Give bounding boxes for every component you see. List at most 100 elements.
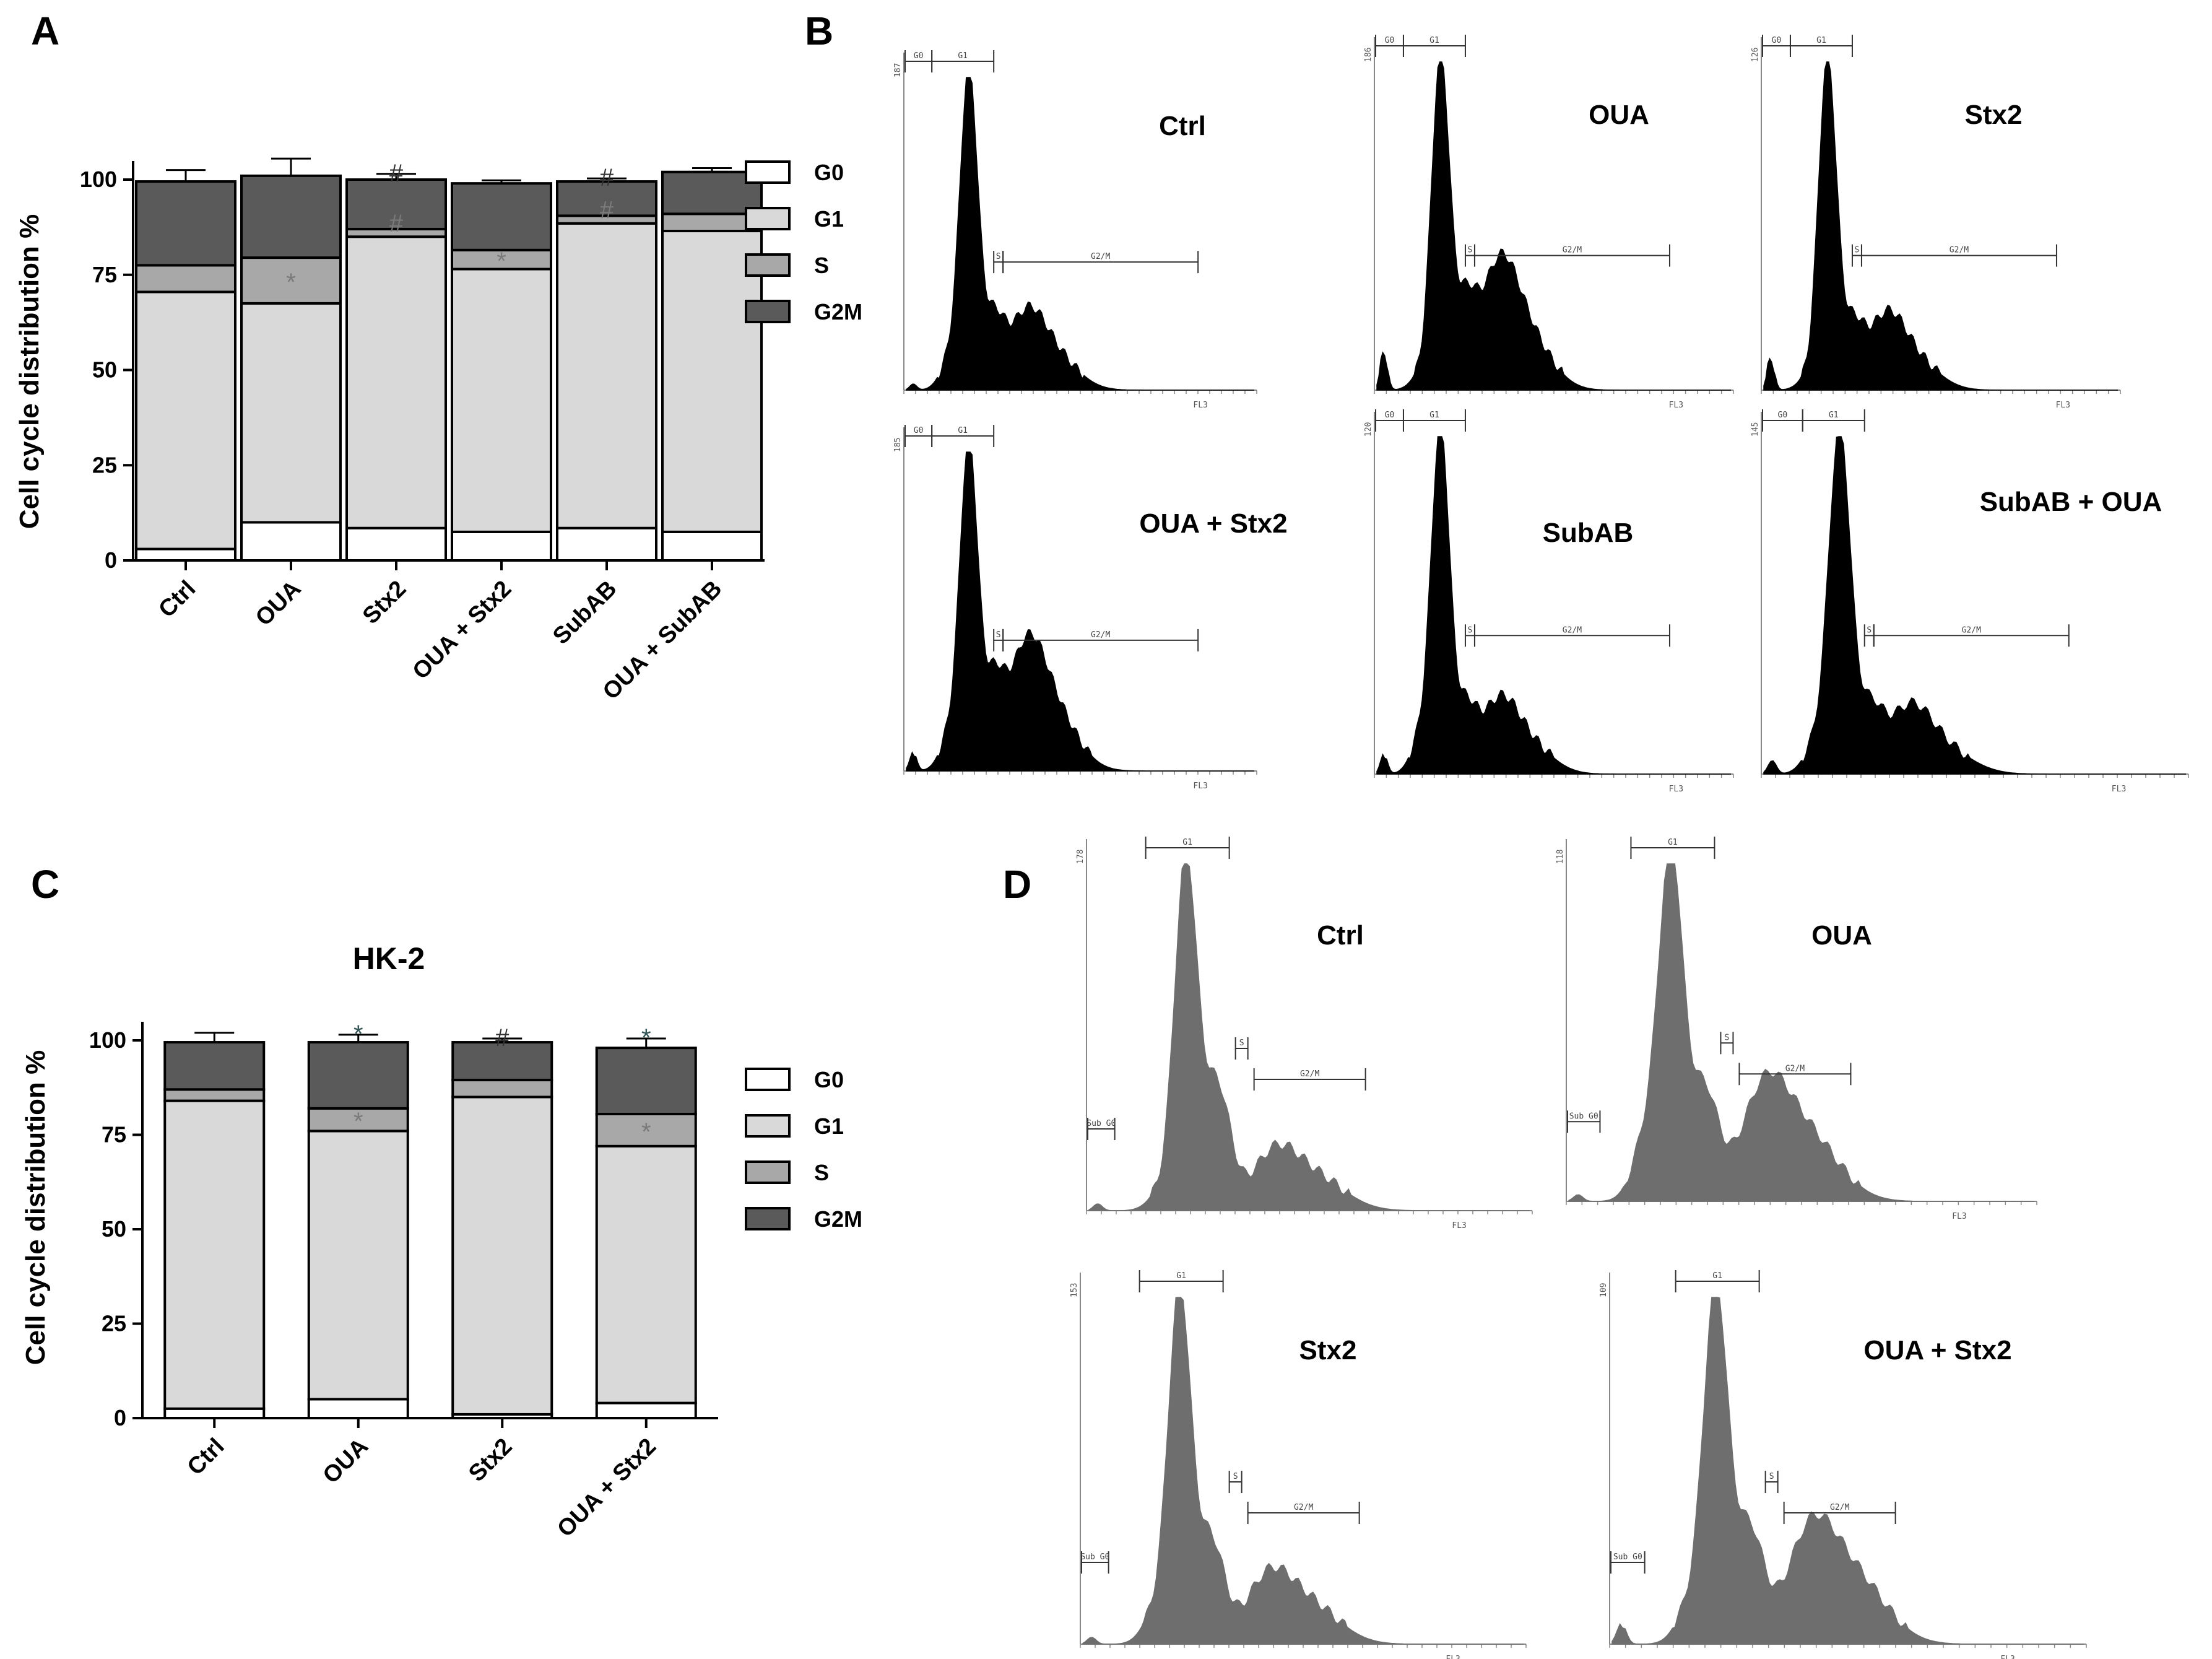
legend-swatch-g1 xyxy=(745,1114,791,1138)
significance-mark: * xyxy=(641,1024,651,1052)
gate-label: Sub G0 xyxy=(1569,1112,1598,1121)
legend-label-g0: G0 xyxy=(814,160,844,185)
gate-label: S xyxy=(1867,625,1872,635)
category-label: SubAB xyxy=(548,576,622,650)
panel-b-histogram-3: 185 FL3 G0 G1 S G2/M OUA + Stx2 xyxy=(893,425,1288,791)
bar-segment-g0 xyxy=(661,530,763,562)
hist-sample-label: OUA xyxy=(1589,100,1649,130)
gate-label: S xyxy=(1769,1472,1774,1481)
hist-curve xyxy=(906,451,1254,772)
y-tick-label: 50 xyxy=(102,1216,126,1242)
y-tick-label: 100 xyxy=(89,1027,126,1053)
panel-c-y-ticks: 0 25 50 75 100 xyxy=(89,1027,142,1430)
bar-segment-g2m xyxy=(135,180,236,267)
bar-segment-s xyxy=(451,1079,553,1099)
panel-d-histogram-2: 153 FL3 Sub G0 G1 S G2/M Stx2 xyxy=(1070,1270,1527,1659)
bar-segment-g1 xyxy=(595,1144,697,1404)
gate-label: G1 xyxy=(958,426,968,435)
panel-b-histogram-5: 145 FL3 G0 G1 S G2/M SubAB + OUA xyxy=(1751,409,2189,794)
significance-mark: # xyxy=(389,210,404,237)
gate-label: S xyxy=(1239,1039,1244,1048)
gate-label: S xyxy=(1468,246,1473,255)
gate-label: G1 xyxy=(1429,411,1439,420)
hist-curve xyxy=(906,77,1254,391)
hist-ymax-label: 186 xyxy=(1364,48,1373,62)
gate-label: S xyxy=(1725,1033,1730,1042)
hist-curve xyxy=(1376,436,1731,775)
gate-label: G0 xyxy=(914,426,924,435)
bar-segment-g1 xyxy=(556,222,657,529)
hist-sample-label: SubAB + OUA xyxy=(1980,487,2162,517)
panel-d-histogram-1: 118 FL3 Sub G0 G1 S G2/M OUA xyxy=(1556,837,2037,1221)
bar-segment-g2m xyxy=(240,174,342,259)
significance-mark: # xyxy=(600,164,614,191)
hist-curve xyxy=(1088,863,1530,1211)
gate-label: S xyxy=(1468,625,1473,635)
hist-ymax-label: 120 xyxy=(1364,422,1373,437)
hist-sample-label: Stx2 xyxy=(1299,1335,1357,1365)
y-tick-label: 0 xyxy=(114,1405,126,1430)
legend-swatch-s xyxy=(745,1160,791,1184)
hist-sample-label: OUA + Stx2 xyxy=(1863,1335,2011,1365)
legend-label-g1: G1 xyxy=(814,206,844,232)
panel-d-histograms: 178 FL3 Sub G0 G1 S G2/M Ctrl 118 FL3 Sub G0 G1 S G2… xyxy=(1070,837,2087,1659)
legend-label-g1: G1 xyxy=(814,1113,844,1139)
gate-label: S xyxy=(1855,246,1860,255)
significance-mark: * xyxy=(497,248,506,275)
legend-swatch-g2m xyxy=(745,300,791,323)
hist-sample-label: Ctrl xyxy=(1317,920,1364,951)
gate-label: G2/M xyxy=(1091,252,1110,261)
hist-ymax-label: 153 xyxy=(1070,1283,1079,1297)
hist-curve xyxy=(1568,863,2034,1202)
bar-segment-g0 xyxy=(307,1398,409,1419)
gate-label: G0 xyxy=(1778,411,1788,420)
panel-a-bars xyxy=(135,157,763,562)
panel-b-histograms: 187 FL3 G0 G1 S G2/M Ctrl 186 FL3 G0 G1 S G2/M OUA 126… xyxy=(893,35,2189,794)
bar-segment-s xyxy=(135,264,236,294)
significance-mark: # xyxy=(495,1024,510,1052)
significance-mark: * xyxy=(286,269,296,296)
panel-c-chart-title: HK-2 xyxy=(353,941,425,976)
category-label: OUA xyxy=(318,1434,373,1489)
significance-mark: * xyxy=(353,1108,363,1135)
bar-segment-g1 xyxy=(451,268,552,533)
gate-label: G1 xyxy=(1816,36,1826,45)
legend-swatch-s xyxy=(745,253,791,277)
gate-label: G2/M xyxy=(1785,1064,1805,1073)
hist-ymax-label: 178 xyxy=(1076,850,1085,864)
hist-x-axis-label: FL3 xyxy=(1669,785,1683,794)
hist-curve xyxy=(1763,436,2186,775)
bar-segment-g1 xyxy=(163,1099,266,1410)
hist-x-axis-label: FL3 xyxy=(2056,401,2070,410)
panel-c-category-labels: Ctrl OUA Stx2 OUA + Stx2 xyxy=(183,1434,661,1543)
gate-label: G2/M xyxy=(1091,630,1110,640)
panel-a-axes xyxy=(132,161,765,570)
bar-segment-g2m xyxy=(163,1041,266,1091)
hist-curve xyxy=(1376,61,1731,391)
category-label: OUA + Stx2 xyxy=(552,1434,661,1543)
panel-d-histogram-0: 178 FL3 Sub G0 G1 S G2/M Ctrl xyxy=(1076,837,1533,1230)
gate-label: Sub G0 xyxy=(1080,1552,1109,1562)
panel-letter-d: D xyxy=(1003,862,1031,907)
bar-segment-s xyxy=(595,1112,697,1147)
gate-label: S xyxy=(996,252,1001,261)
bar-segment-g1 xyxy=(135,290,236,551)
hist-ymax-label: 126 xyxy=(1751,48,1760,62)
y-tick-label: 0 xyxy=(105,547,117,573)
hist-sample-label: SubAB xyxy=(1543,518,1634,548)
bar-segment-g1 xyxy=(240,302,342,524)
gate-label: G0 xyxy=(1385,36,1395,45)
gate-label: G1 xyxy=(1182,838,1192,847)
hist-curve xyxy=(1082,1297,1524,1645)
y-tick-label: 25 xyxy=(92,452,117,477)
gate-label: Sub G0 xyxy=(1613,1552,1642,1562)
panel-c-y-axis-title: Cell cycle distribution % xyxy=(20,1050,51,1365)
hist-x-axis-label: FL3 xyxy=(1952,1212,1966,1221)
panel-letter-b: B xyxy=(805,9,833,53)
hist-ymax-label: 109 xyxy=(1599,1283,1608,1297)
panel-a-bar-chart: Cell cycle distribution % 0 25 50 75 100 Ctr… xyxy=(14,157,862,705)
gate-label: Sub G0 xyxy=(1086,1119,1116,1128)
significance-mark: # xyxy=(389,160,404,187)
